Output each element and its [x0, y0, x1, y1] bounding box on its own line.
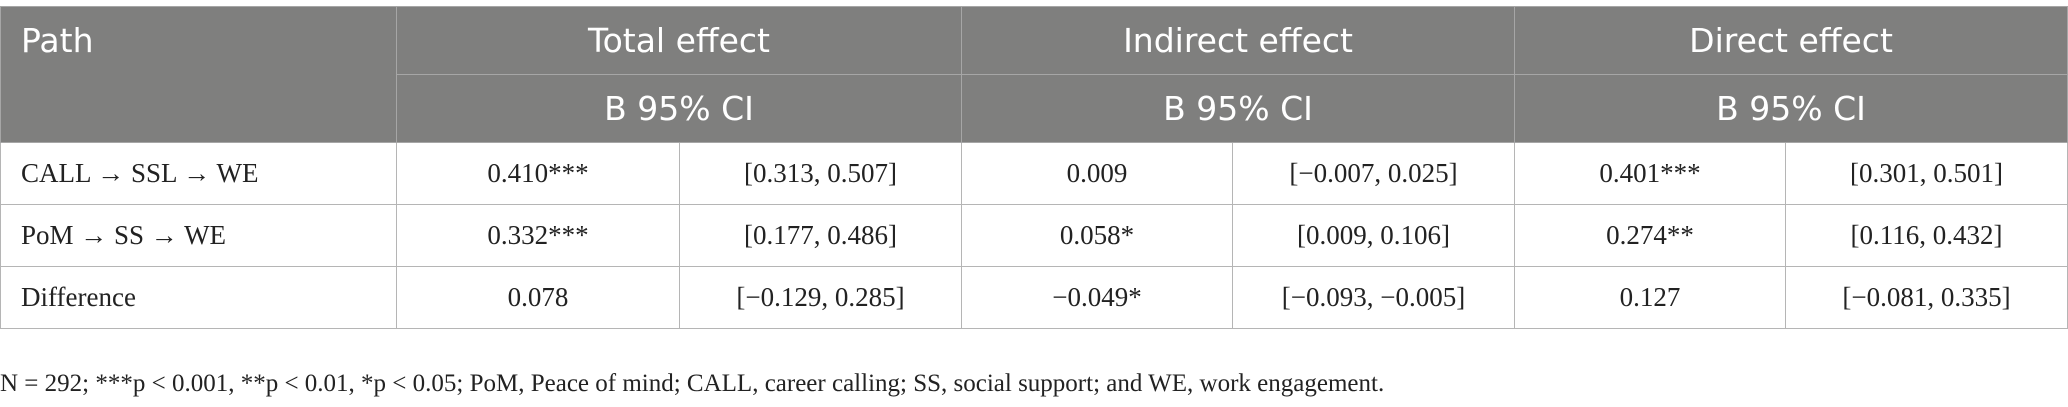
header-cell: Indirect effect — [961, 6, 1516, 75]
table-row: Difference 0.078 [−0.129, 0.285] −0.049* [−0… — [0, 266, 2068, 329]
table-cell: 0.410*** — [396, 142, 680, 205]
table-cell: [−0.007, 0.025] — [1232, 142, 1516, 205]
subheader-cell: B 95% CI — [961, 74, 1516, 143]
table-cell: [0.177, 0.486] — [678, 204, 963, 267]
table-body: CALL → SSL → WE 0.410*** [0.313, 0.507] 0.0… — [0, 142, 2068, 329]
table-cell: [0.301, 0.501] — [1785, 142, 2068, 205]
header-cell: Total effect — [395, 6, 963, 75]
table-cell: [−0.093, −0.005] — [1232, 266, 1516, 329]
table-cell: 0.078 — [396, 266, 680, 329]
table-cell: 0.401*** — [1514, 142, 1787, 205]
table-row: CALL → SSL → WE 0.410*** [0.313, 0.507] 0.0… — [0, 142, 2068, 205]
header-cell: Direct effect — [1514, 6, 2068, 75]
table-cell: [0.009, 0.106] — [1232, 204, 1516, 267]
table-cell: [−0.129, 0.285] — [678, 266, 963, 329]
table-cell: [0.116, 0.432] — [1785, 204, 2068, 267]
results-table: Path Total effect Indirect effect Direct… — [0, 6, 2068, 329]
table-cell: Difference — [0, 266, 397, 329]
table-cell: −0.049* — [961, 266, 1234, 329]
table-cell: 0.127 — [1514, 266, 1787, 329]
table-cell: [−0.081, 0.335] — [1785, 266, 2068, 329]
table-cell: PoM → SS → WE — [0, 204, 397, 267]
table-cell: [0.313, 0.507] — [678, 142, 963, 205]
subheader-cell: B 95% CI — [1514, 74, 2068, 143]
header-cell: Path — [0, 6, 397, 143]
table-cell: 0.274** — [1514, 204, 1787, 267]
footnote: N = 292; ***p < 0.001, **p < 0.01, *p < … — [0, 370, 1385, 397]
subheader-cell: B 95% CI — [395, 74, 963, 143]
table-cell: CALL → SSL → WE — [0, 142, 397, 205]
table-cell: 0.332*** — [396, 204, 680, 267]
table-cell: 0.058* — [961, 204, 1234, 267]
table-cell: 0.009 — [961, 142, 1234, 205]
table-row: PoM → SS → WE 0.332*** [0.177, 0.486] 0.058… — [0, 204, 2068, 267]
